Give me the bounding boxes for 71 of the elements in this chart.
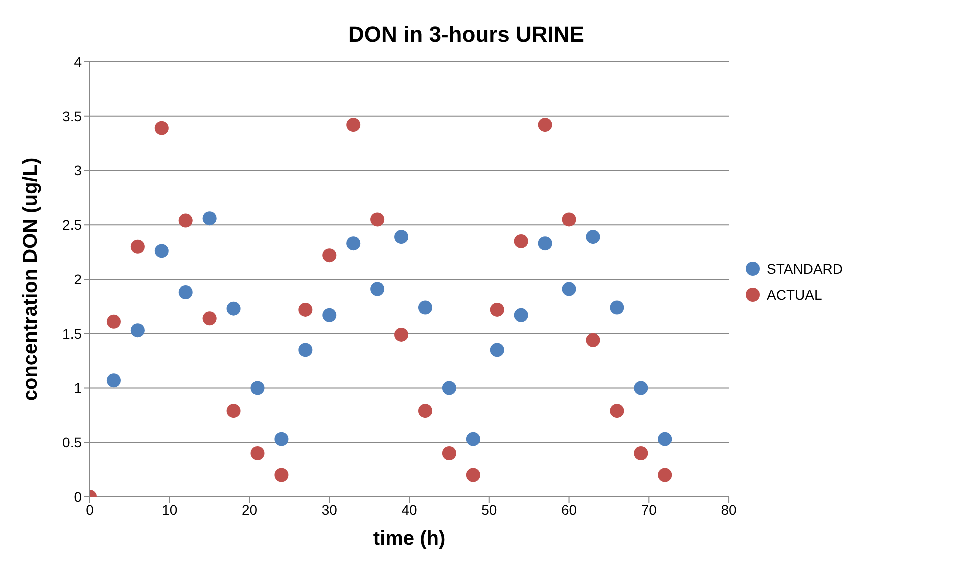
y-axis-title: concentration DON (ug/L) (20, 158, 42, 402)
y-tick-label: 3.5 (62, 108, 82, 124)
point (658, 432, 672, 446)
y-tick-label: 1.5 (62, 326, 82, 342)
point (538, 118, 552, 132)
point (154, 121, 169, 136)
point (346, 118, 361, 132)
point (130, 324, 145, 338)
x-tick-label: 40 (402, 502, 418, 518)
x-tick-label: 20 (242, 502, 258, 518)
point (346, 236, 361, 251)
point (106, 374, 121, 388)
point (250, 381, 265, 396)
legend-label: ACTUAL (767, 286, 822, 302)
x-tick-label: 80 (721, 502, 738, 518)
point (322, 308, 337, 322)
point (562, 212, 576, 227)
point (298, 302, 313, 317)
point (418, 404, 432, 418)
point (634, 446, 648, 460)
y-tick-label: 2.5 (62, 217, 82, 234)
point (178, 286, 193, 300)
point (226, 302, 241, 316)
y-tick-label: 3 (74, 162, 82, 179)
point (274, 468, 289, 482)
point (466, 468, 480, 482)
point (418, 300, 432, 315)
point (274, 432, 289, 446)
x-axis-title: time (h) (373, 528, 446, 550)
legend-label: STANDARD (767, 260, 843, 276)
point (514, 234, 528, 248)
point (394, 230, 409, 244)
x-tick-label: 70 (641, 502, 658, 518)
point (322, 248, 337, 263)
point (562, 282, 576, 296)
point (490, 302, 504, 317)
y-tick-label: 2 (74, 271, 82, 288)
point (154, 244, 169, 258)
point (442, 446, 456, 460)
x-tick-label: 50 (482, 502, 498, 518)
point (130, 240, 145, 254)
point (634, 381, 648, 396)
point (202, 312, 217, 326)
point (466, 432, 480, 446)
point (298, 343, 313, 358)
x-tick-label: 0 (86, 502, 94, 518)
y-tick-label: 1 (74, 380, 82, 396)
y-tick-label: 0 (74, 488, 82, 505)
point (370, 212, 385, 227)
point (442, 381, 456, 396)
point (178, 214, 193, 228)
point (250, 446, 265, 460)
point (490, 343, 504, 358)
point (226, 404, 241, 418)
y-tick-label: 0.5 (62, 434, 82, 451)
x-tick-label: 10 (162, 502, 178, 518)
point (106, 314, 121, 329)
chart-title: DON in 3-hours URINE (348, 22, 586, 48)
point (370, 282, 385, 296)
point (586, 230, 600, 244)
point (586, 333, 600, 348)
x-tick-label: 30 (322, 502, 338, 518)
point (514, 308, 528, 322)
point (538, 236, 552, 251)
point (610, 404, 624, 418)
point (610, 300, 624, 315)
point (202, 212, 217, 226)
point (394, 328, 409, 342)
x-tick-label: 60 (561, 502, 578, 518)
point (658, 468, 672, 482)
y-tick-label: 4 (74, 54, 82, 70)
